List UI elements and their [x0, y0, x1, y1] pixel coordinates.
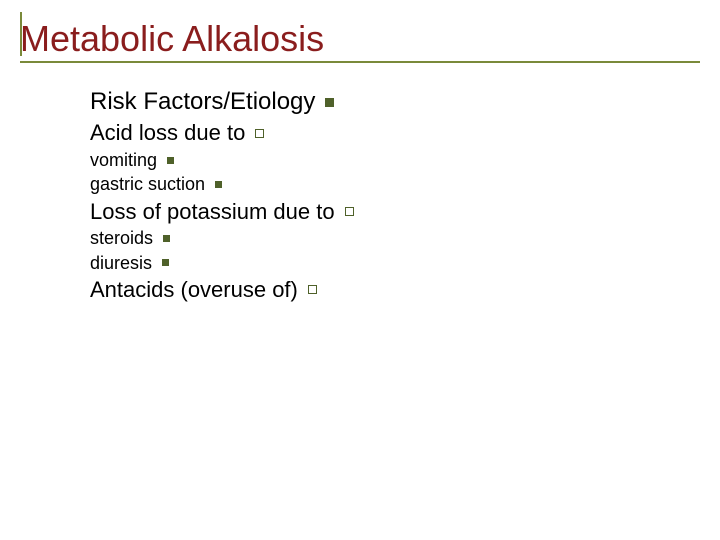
- bullet-filled-icon: [325, 98, 334, 107]
- bullet-filled-icon: [163, 235, 170, 242]
- bullet-outline-icon: [345, 207, 354, 216]
- item-text: vomiting: [90, 148, 157, 172]
- bullet-outline-icon: [255, 129, 264, 138]
- bullet-filled-icon: [167, 157, 174, 164]
- list-item: steroids: [90, 226, 650, 250]
- bullet-outline-icon: [308, 285, 317, 294]
- item-text: Risk Factors/Etiology: [90, 86, 315, 118]
- content-area: Risk Factors/Etiology Acid loss due to v…: [90, 86, 650, 305]
- item-text: Antacids (overuse of): [90, 275, 298, 305]
- list-item: Antacids (overuse of): [90, 275, 650, 305]
- title-block: Metabolic Alkalosis: [20, 12, 700, 63]
- slide-title: Metabolic Alkalosis: [20, 12, 700, 61]
- bullet-filled-icon: [215, 181, 222, 188]
- item-text: diuresis: [90, 251, 152, 275]
- item-text: steroids: [90, 226, 153, 250]
- item-text: Acid loss due to: [90, 118, 245, 148]
- slide: Metabolic Alkalosis Risk Factors/Etiolog…: [0, 0, 720, 540]
- list-item: diuresis: [90, 251, 650, 275]
- list-item: Acid loss due to: [90, 118, 650, 148]
- list-item: vomiting: [90, 148, 650, 172]
- item-text: Loss of potassium due to: [90, 197, 335, 227]
- list-item: gastric suction: [90, 172, 650, 196]
- title-side-rule: [20, 12, 22, 56]
- list-item: Loss of potassium due to: [90, 197, 650, 227]
- item-text: gastric suction: [90, 172, 205, 196]
- list-item: Risk Factors/Etiology: [90, 86, 650, 118]
- title-underline: [20, 61, 700, 63]
- bullet-filled-icon: [162, 259, 169, 266]
